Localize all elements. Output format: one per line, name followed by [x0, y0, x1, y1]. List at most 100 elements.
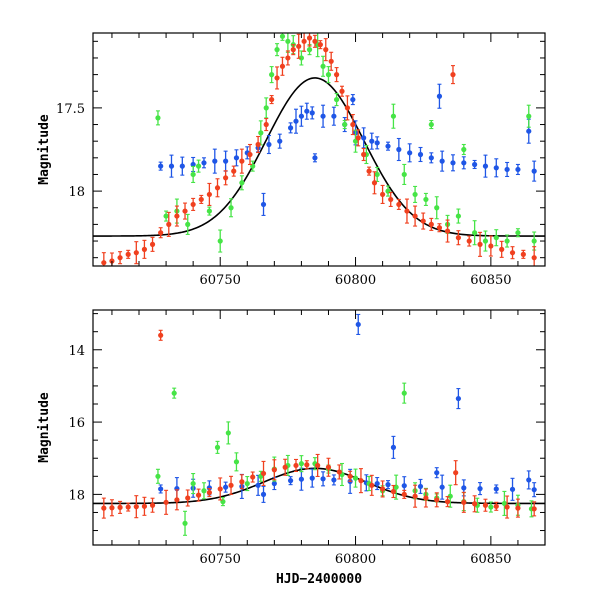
data-point [293, 462, 299, 469]
data-point [171, 390, 177, 396]
data-point [361, 135, 367, 141]
data-point [390, 488, 397, 495]
data-point [223, 484, 229, 490]
data-point [282, 464, 288, 470]
data-point [190, 161, 196, 168]
y-tick-label: 17.5 [56, 102, 85, 117]
data-point [374, 480, 380, 487]
data-point [250, 474, 256, 480]
x-tick-label: 60750 [200, 273, 241, 288]
data-point [453, 470, 459, 476]
data-point [290, 47, 296, 53]
data-point [214, 185, 221, 191]
data-point [117, 504, 123, 510]
data-point [269, 96, 275, 103]
data-point [247, 151, 253, 158]
data-point [461, 160, 467, 166]
data-point [331, 477, 337, 483]
data-point [401, 390, 407, 396]
data-point [344, 105, 351, 111]
x-tick-label: 60800 [335, 552, 376, 567]
data-point [206, 191, 212, 198]
data-point [117, 255, 123, 261]
data-point [401, 491, 407, 497]
data-point [158, 230, 164, 236]
data-point [493, 165, 499, 171]
data-point [369, 482, 375, 488]
data-point [190, 171, 196, 178]
data-point [472, 230, 478, 236]
data-point [526, 128, 532, 134]
data-point [350, 121, 356, 128]
data-point [214, 444, 221, 450]
data-point [158, 163, 164, 169]
data-point [298, 113, 305, 119]
data-point [531, 238, 537, 244]
data-point [141, 503, 148, 509]
axis-frame [92, 309, 546, 546]
data-point [244, 480, 250, 487]
data-point [158, 332, 164, 338]
data-point [526, 113, 532, 119]
data-point [520, 251, 526, 257]
data-point [328, 58, 334, 64]
data-point [239, 180, 245, 186]
data-point [515, 230, 521, 236]
x-tick-label: 60800 [335, 273, 376, 288]
data-point [301, 38, 307, 44]
data-point [101, 505, 107, 511]
data-point [309, 475, 315, 481]
data-point [401, 483, 407, 489]
data-point [366, 168, 372, 174]
data-point [515, 505, 521, 511]
data-point [298, 55, 305, 61]
data-point [306, 47, 313, 53]
data-point [315, 462, 321, 469]
data-point [401, 171, 407, 178]
data-point [182, 520, 188, 526]
data-point [228, 482, 234, 488]
data-point [190, 480, 196, 487]
chart-panel-2: 60750 60800 60850 14 16 18 Magnitude HJD−240000… [37, 309, 546, 587]
data-point [223, 158, 229, 164]
data-point [361, 151, 367, 158]
data-point [350, 96, 356, 103]
data-point [336, 469, 342, 475]
data-point [347, 473, 353, 479]
data-point [279, 63, 286, 69]
data-point [217, 238, 223, 244]
data-point [417, 483, 424, 490]
series-3 [101, 33, 537, 266]
data-point [266, 141, 272, 148]
data-point [158, 486, 164, 492]
data-point [428, 155, 434, 161]
data-point [369, 138, 375, 144]
data-point [239, 479, 245, 485]
data-point [388, 196, 394, 203]
data-point [320, 476, 326, 482]
data-point [298, 476, 305, 482]
data-point [263, 121, 269, 128]
data-point [358, 478, 364, 484]
data-point [509, 250, 516, 256]
y-tick-label: 18 [68, 488, 85, 503]
data-point [271, 467, 277, 473]
data-point [233, 459, 240, 465]
data-point [323, 47, 329, 53]
data-point [509, 486, 516, 492]
data-point [287, 125, 294, 131]
series-2 [155, 382, 535, 536]
data-point [277, 138, 283, 144]
data-point [306, 35, 313, 41]
data-point [233, 155, 240, 161]
data-point [412, 213, 418, 219]
data-point [325, 72, 332, 78]
data-point [436, 93, 443, 99]
data-point [174, 497, 180, 503]
data-point [371, 180, 378, 186]
data-point [385, 482, 391, 488]
data-point [149, 241, 156, 247]
data-point [423, 196, 429, 203]
data-point [374, 140, 380, 146]
data-point [477, 486, 483, 492]
